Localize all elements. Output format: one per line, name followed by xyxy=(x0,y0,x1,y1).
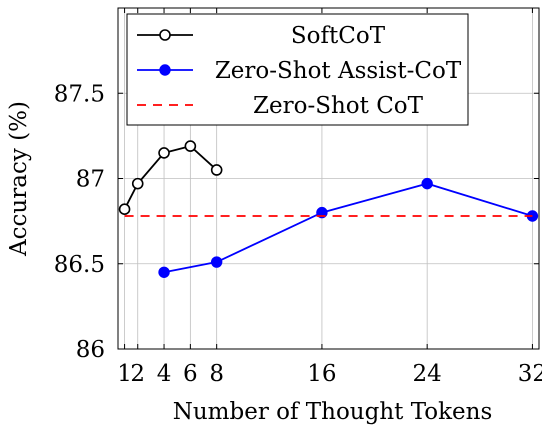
y-axis-label: Accuracy (%) xyxy=(6,101,32,257)
series-line xyxy=(123,145,218,210)
y-tick-label: 87 xyxy=(76,167,105,193)
legend-label: SoftCoT xyxy=(291,23,386,49)
x-tick-label: 1 xyxy=(117,361,132,387)
x-tick-label: 8 xyxy=(209,361,224,387)
legend-item: SoftCoT xyxy=(137,23,386,49)
x-axis-ticks: 12 4 6 8 16 24 32 xyxy=(117,8,542,387)
data-point xyxy=(184,140,197,152)
x-tick-label: 4 xyxy=(157,361,172,387)
x-axis-label: Number of Thought Tokens xyxy=(173,399,493,425)
x-tick-label: 16 xyxy=(307,361,336,387)
data-point xyxy=(118,203,131,215)
data-point xyxy=(210,256,223,268)
x-tick-label: 2 xyxy=(130,361,145,387)
legend-item: Zero-Shot CoT xyxy=(137,93,424,119)
legend-label: Zero-Shot Assist-CoT xyxy=(215,58,462,84)
data-point xyxy=(421,177,433,190)
y-axis-ticks: 86 86.5 87 87.5 xyxy=(54,81,539,363)
data-point xyxy=(159,64,171,76)
data-point xyxy=(158,266,170,278)
x-tick-label: 24 xyxy=(413,361,442,387)
data-point xyxy=(158,147,170,159)
legend-item: Zero-Shot Assist-CoT xyxy=(137,58,462,84)
data-point xyxy=(159,29,171,41)
y-tick-label: 86.5 xyxy=(54,252,105,278)
legend: SoftCoT Zero-Shot Assist-CoT Zero-Shot CoT xyxy=(126,13,469,126)
legend-label: Zero-Shot CoT xyxy=(253,93,424,119)
y-tick-label: 86 xyxy=(76,337,105,363)
series-softcot xyxy=(118,140,223,215)
data-point xyxy=(210,164,223,176)
series-layer xyxy=(118,140,539,278)
y-tick-label: 87.5 xyxy=(54,81,105,107)
x-tick-label: 6 xyxy=(183,361,198,387)
data-point xyxy=(131,177,144,190)
series-zero-shot-assist-cot xyxy=(158,177,539,278)
x-tick-label: 32 xyxy=(518,361,542,387)
